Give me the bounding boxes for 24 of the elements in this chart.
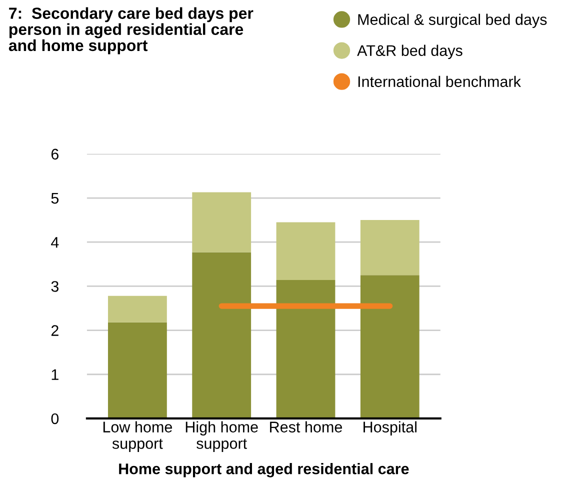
x-tick-label: Hospital [364, 421, 416, 436]
y-tick-label: 4 [51, 237, 59, 248]
bar [360, 220, 420, 276]
bar [276, 222, 336, 280]
x-tick-label: Rest home [270, 421, 342, 432]
y-tick-label: 0 [51, 413, 59, 424]
legend-label: AT&R bed days [357, 44, 462, 60]
chart-title: 7: Secondary care bed days per person in aged residential care and home support [8, 7, 254, 54]
bar [192, 192, 252, 252]
bar [108, 296, 167, 322]
y-tick-label: 3 [51, 281, 59, 292]
bar [108, 322, 167, 418]
y-tick-label: 1 [52, 369, 58, 380]
x-axis-title: Home support and aged residential care [119, 463, 409, 478]
legend-label: Medical & surgical bed days [358, 14, 547, 28]
bar [192, 252, 252, 418]
legend-label: International benchmark [358, 76, 521, 88]
y-tick-label: 5 [51, 193, 59, 204]
bar [276, 280, 336, 418]
bar [360, 275, 420, 418]
y-tick-label: 6 [51, 148, 59, 160]
x-tick-label: Low home support [103, 421, 172, 452]
x-tick-label: High home support [186, 421, 258, 452]
y-tick-label: 2 [51, 325, 58, 336]
